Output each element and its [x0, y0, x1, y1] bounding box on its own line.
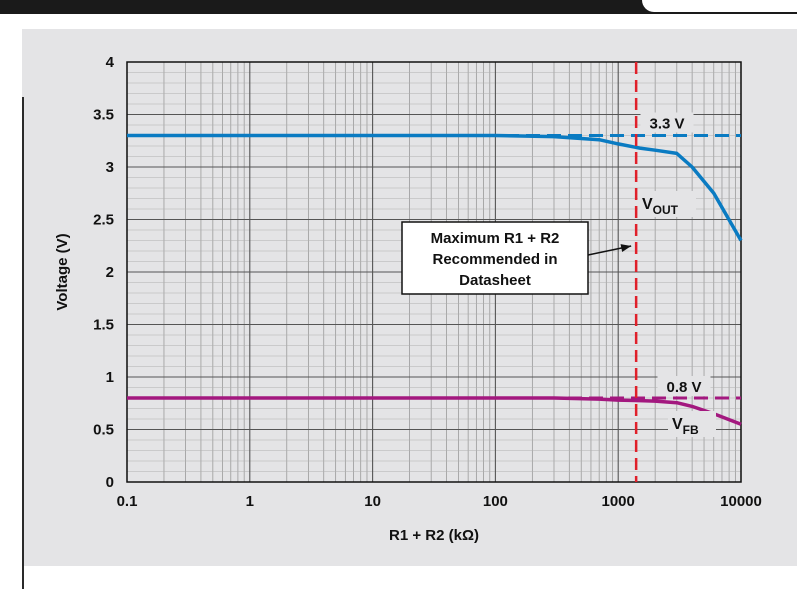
series-label-bg: [638, 191, 696, 217]
reference-labels: 3.3 V 0.8 V: [640, 112, 711, 396]
header-bar: [0, 0, 797, 14]
series-label: VFB: [672, 416, 699, 437]
y-tick-label: 0.5: [93, 422, 114, 439]
y-tick-label: 0: [106, 474, 114, 491]
x-tick-labels: 0.1 1 10 100 1000 10000: [117, 493, 762, 510]
series-label: VOUT: [642, 196, 679, 217]
x-tick-label: 10: [364, 493, 381, 510]
reference-label: 0.8 V: [666, 379, 701, 396]
series-label-bg: [668, 411, 716, 437]
annotation-text: Recommended in: [432, 251, 557, 268]
reference-label-bg: [640, 112, 694, 133]
x-tick-label: 1000: [602, 493, 635, 510]
y-tick-label: 2: [106, 264, 114, 281]
y-axis-label: Voltage (V): [54, 233, 71, 310]
y-tick-label: 4: [106, 54, 115, 71]
x-tick-label: 10000: [720, 493, 762, 510]
y-tick-label: 3: [106, 159, 114, 176]
annotation-text: Datasheet: [459, 272, 531, 289]
y-tick-label: 3.5: [93, 107, 114, 124]
x-tick-label: 0.1: [117, 493, 138, 510]
y-tick-labels: 0 0.5 1 1.5 2 2.5 3 3.5 4: [93, 54, 115, 491]
annotation-arrowhead: [620, 244, 632, 252]
voltage-chart: 0.1 1 10 100 1000 10000 0 0.5 1 1.5 2 2.5 3 3.5 4 R1 …: [54, 54, 762, 544]
x-tick-label: 1: [246, 493, 254, 510]
header-tab: [640, 0, 797, 14]
plot-frame: [126, 61, 742, 483]
x-axis-label: R1 + R2 (kΩ): [389, 527, 479, 544]
series-line: [127, 396, 742, 426]
x-tick-label: 100: [483, 493, 508, 510]
annotation-box: Maximum R1 + R2 Recommended in Datasheet: [401, 221, 632, 295]
chart-panel: 0.1 1 10 100 1000 10000 0 0.5 1 1.5 2 2.5 3 3.5 4 R1 …: [22, 29, 797, 589]
y-tick-label: 2.5: [93, 212, 114, 229]
y-tick-label: 1.5: [93, 317, 114, 334]
series-labels: VOUT VFB: [638, 191, 716, 437]
annotation-box-rect: [401, 221, 589, 295]
reference-label: 3.3 V: [649, 116, 684, 133]
series-line: [127, 133, 743, 242]
left-divider: [22, 97, 24, 589]
reference-label-bg: [657, 376, 711, 396]
series-lines: [127, 133, 743, 426]
y-tick-label: 1: [106, 369, 114, 386]
annotation-text: Maximum R1 + R2: [431, 230, 560, 247]
